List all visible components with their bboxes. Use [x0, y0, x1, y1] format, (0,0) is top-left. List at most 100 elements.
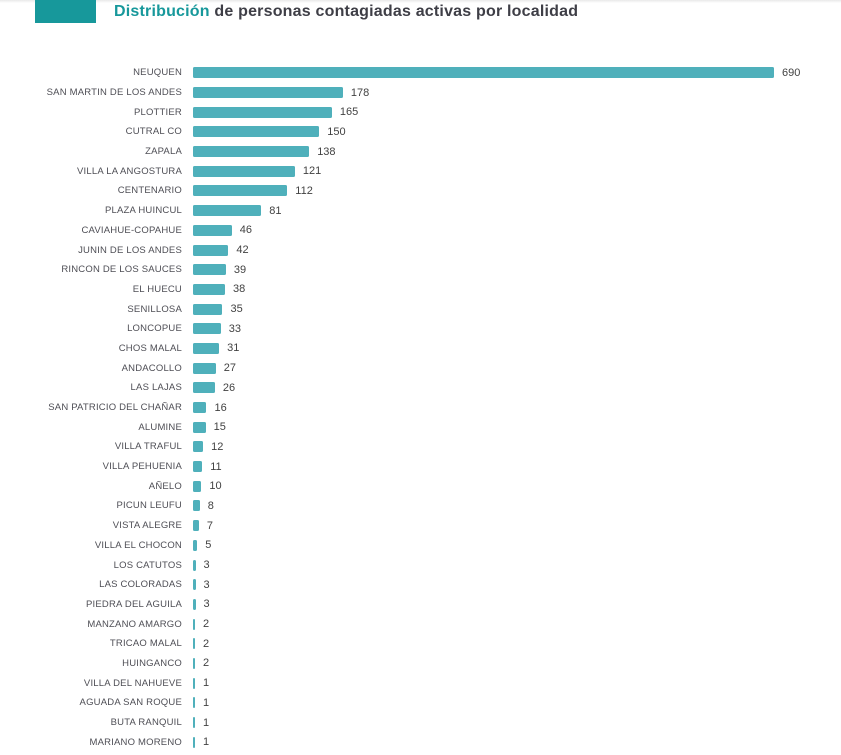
category-label: VILLA PEHUENIA — [102, 461, 182, 473]
value-label: 8 — [207, 499, 214, 512]
bar[interactable] — [193, 697, 195, 709]
bar[interactable] — [193, 441, 204, 453]
bar[interactable] — [193, 264, 226, 276]
chart-title-highlight: Distribución — [114, 3, 210, 20]
category-label: SENILLOSA — [127, 303, 182, 315]
bar[interactable] — [193, 185, 288, 197]
value-label: 33 — [228, 322, 242, 335]
bar[interactable] — [193, 500, 200, 512]
bar[interactable] — [193, 165, 295, 177]
value-label: 121 — [302, 165, 322, 178]
bar-area: 2 — [193, 618, 209, 630]
value-label: 39 — [233, 263, 247, 276]
value-label: 46 — [239, 224, 252, 237]
bar-row: LONCOPUE 33 — [0, 319, 841, 339]
category-label: RINCON DE LOS SAUCES — [61, 264, 182, 276]
bar-area: 1 — [193, 677, 209, 689]
bar-row: LOS CATUTOS 3 — [0, 555, 841, 575]
bar[interactable] — [193, 205, 262, 217]
value-label: 3 — [203, 598, 210, 611]
chart-title-rest: de personas contagiadas activas por loca… — [209, 3, 579, 20]
category-label: NEUQUEN — [133, 67, 182, 79]
bar-area: 690 — [193, 67, 800, 79]
bar-area: 1 — [193, 697, 209, 709]
bar[interactable] — [193, 303, 223, 315]
bar[interactable] — [193, 67, 774, 79]
chart-title: Distribución de personas contagiadas act… — [114, 0, 578, 24]
bar-area: 46 — [193, 224, 252, 236]
bar[interactable] — [193, 539, 198, 551]
category-label: VILLA DEL NAHUEVE — [83, 677, 182, 689]
category-label: CAVIAHUE-COPAHUE — [81, 224, 182, 236]
category-label: ZAPALA — [145, 146, 182, 158]
bar[interactable] — [193, 87, 343, 99]
value-label: 3 — [203, 559, 210, 572]
value-label: 1 — [203, 677, 210, 690]
bar[interactable] — [193, 480, 202, 492]
bar[interactable] — [193, 618, 195, 630]
category-label: PLAZA HUINCUL — [104, 205, 182, 217]
category-label: JUNIN DE LOS ANDES — [78, 244, 182, 256]
bar[interactable] — [193, 146, 310, 158]
bar-row: BUTA RANQUIL 1 — [0, 713, 841, 733]
bar[interactable] — [193, 717, 195, 729]
report-header: Distribución de personas contagiadas act… — [0, 0, 841, 24]
bar-row: ANDACOLLO 27 — [0, 358, 841, 378]
bar-row: CHOS MALAL 31 — [0, 339, 841, 359]
value-label: 178 — [350, 86, 370, 99]
bar-row: LAS COLORADAS 3 — [0, 575, 841, 595]
bar[interactable] — [193, 106, 332, 118]
bar-area: 33 — [193, 323, 241, 335]
bar-area: 3 — [193, 598, 210, 610]
bar-area: 7 — [193, 520, 213, 532]
bar[interactable] — [193, 598, 196, 610]
bar[interactable] — [193, 638, 195, 650]
bar[interactable] — [193, 520, 199, 532]
bar[interactable] — [193, 283, 225, 295]
bar[interactable] — [193, 736, 195, 748]
category-label: LAS COLORADAS — [99, 579, 182, 591]
bar[interactable] — [193, 224, 232, 236]
bar[interactable] — [193, 421, 206, 433]
bar[interactable] — [193, 402, 207, 414]
value-label: 15 — [213, 421, 226, 434]
bar-row: PICUN LEUFU 8 — [0, 496, 841, 516]
bar[interactable] — [193, 461, 203, 473]
bar-row: ALUMINE 15 — [0, 417, 841, 437]
bar[interactable] — [193, 342, 220, 354]
bar-row: VILLA EL CHOCON 5 — [0, 536, 841, 556]
bar[interactable] — [193, 323, 221, 335]
bar[interactable] — [193, 559, 196, 571]
bar-area: 15 — [193, 421, 226, 433]
bar-row: SAN PATRICIO DEL CHAÑAR 16 — [0, 398, 841, 418]
category-label: VILLA TRAFUL — [114, 441, 182, 453]
category-label: AGUADA SAN ROQUE — [79, 697, 182, 709]
value-label: 2 — [203, 657, 210, 670]
bar[interactable] — [193, 362, 216, 374]
bar[interactable] — [193, 382, 215, 394]
bar-row: LAS LAJAS 26 — [0, 378, 841, 398]
bar-row: SAN MARTIN DE LOS ANDES 178 — [0, 83, 841, 103]
bar-area: 121 — [193, 165, 321, 177]
bar[interactable] — [193, 677, 195, 689]
bar-area: 112 — [193, 185, 313, 197]
value-label: 38 — [232, 283, 246, 296]
bar-row: AGUADA SAN ROQUE 1 — [0, 693, 841, 713]
bar[interactable] — [193, 126, 320, 138]
bar-row: HUINGANCO 2 — [0, 654, 841, 674]
value-label: 1 — [203, 716, 210, 729]
bar-area: 5 — [193, 539, 211, 551]
bar[interactable] — [193, 657, 195, 669]
category-label: PICUN LEUFU — [116, 500, 182, 512]
bar[interactable] — [193, 244, 229, 256]
category-label: CENTENARIO — [117, 185, 182, 197]
value-label: 31 — [227, 342, 240, 355]
bar-area: 11 — [193, 461, 222, 473]
bar-area: 165 — [193, 106, 358, 118]
bar-row: PIEDRA DEL AGUILA 3 — [0, 595, 841, 615]
value-label: 690 — [782, 66, 801, 79]
bar[interactable] — [193, 579, 196, 591]
bar-area: 26 — [193, 382, 235, 394]
bar-area: 3 — [193, 559, 210, 571]
